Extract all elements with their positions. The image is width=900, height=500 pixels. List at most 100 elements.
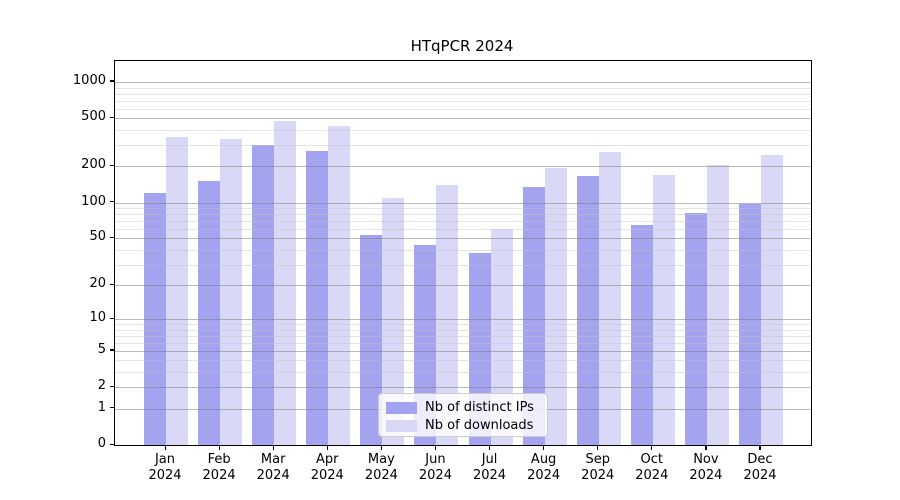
bar-distinct-ips-dec [738,204,761,445]
bar-distinct-ips-aug [522,186,545,445]
bar-downloads-jan [166,137,188,445]
bar-downloads-jun [436,185,459,445]
y-tick-label-2: 2 [97,378,106,394]
x-tick-mark-dec [759,445,761,450]
x-tick-label-jun: Jun 2024 [405,452,465,484]
legend-label-distinct-ips: Nb of distinct IPs [425,400,534,415]
y-tick-label-5: 5 [97,341,106,357]
x-tick-mark-may [380,445,383,450]
gridline-minor-90 [115,208,811,209]
y-tick-mark-2 [110,385,114,387]
bar-downloads-dec [760,154,783,445]
y-tick-label-500: 500 [81,109,106,125]
x-tick-year: 2024 [581,468,615,483]
gridline-minor-300 [115,145,811,147]
y-tick-mark-20 [110,283,114,285]
y-tick-label-10: 10 [89,310,106,325]
x-tick-mark-aug [543,445,545,450]
plot-inner [115,61,811,445]
bar-distinct-ips-oct [630,224,653,445]
gridline-minor-40 [115,249,811,251]
chart-title: HTqPCR 2024 [410,37,514,55]
gridline-minor-700 [115,100,811,102]
x-tick-label-may: May 2024 [351,452,411,484]
y-tick-label-20: 20 [89,276,106,292]
x-tick-label-mar: Mar 2024 [243,452,303,484]
bar-downloads-jul [490,229,513,445]
x-tick-year: 2024 [527,468,561,483]
gridline-minor-9 [115,324,811,325]
y-tick-label-1: 1 [97,399,106,415]
x-tick-mark-apr [326,445,328,450]
x-tick-label-jul: Jul 2024 [460,452,520,484]
gridline-minor-30 [115,264,811,266]
x-tick-label-feb: Feb 2024 [189,452,249,484]
x-tick-mark-jun [434,445,437,450]
legend-entry-distinct-ips: Nb of distinct IPs [386,400,534,415]
legend-entry-downloads: Nb of downloads [386,418,533,433]
bar-downloads-nov [706,165,729,445]
y-tick-mark-50 [110,236,114,239]
gridline-minor-900 [115,87,811,89]
x-tick-mark-jul [489,445,491,450]
bar-distinct-ips-mar [252,145,275,445]
gridline-5 [115,350,811,352]
bar-distinct-ips-sep [576,175,599,445]
x-tick-mark-feb [218,445,220,450]
plot-area [114,60,812,446]
gridline-minor-4 [115,360,811,362]
gridline-minor-600 [115,108,811,110]
y-tick-label-50: 50 [89,229,106,245]
legend: Nb of distinct IPs Nb of downloads [378,393,548,437]
x-tick-label-dec: Dec 2024 [730,452,790,484]
x-tick-label-jan: Jan 2024 [135,452,195,484]
x-tick-label-aug: Aug 2024 [514,452,574,484]
x-tick-year: 2024 [472,468,507,483]
y-tick-label-0: 0 [97,436,106,451]
x-tick-year: 2024 [689,468,723,483]
gridline-minor-3 [115,372,811,374]
x-tick-mark-jan [164,445,166,450]
y-tick-label-200: 200 [81,157,106,173]
x-tick-year: 2024 [364,468,398,483]
gridline-100 [115,202,811,204]
y-tick-mark-100 [110,201,114,203]
gridline-minor-80 [115,214,811,216]
gridline-minor-800 [115,93,811,95]
bar-downloads-aug [544,167,567,445]
x-tick-mark-sep [597,445,599,450]
y-tick-mark-1 [110,407,114,409]
gridline-1000 [115,82,811,83]
bar-downloads-oct [652,174,675,445]
legend-swatch-distinct-ips [386,401,417,414]
gridline-minor-8 [115,329,811,331]
legend-swatch-downloads [386,419,417,432]
y-tick-label-100: 100 [81,193,106,209]
x-tick-label-nov: Nov 2024 [676,452,736,484]
x-tick-mark-mar [272,445,274,450]
y-tick-label-1000: 1000 [72,72,106,88]
gridline-10 [115,319,811,320]
bar-downloads-mar [274,121,297,445]
bar-distinct-ips-nov [684,212,707,445]
y-tick-mark-0 [110,443,114,445]
x-tick-mark-nov [705,445,707,450]
bar-distinct-ips-apr [306,150,329,445]
gridline-50 [115,238,811,240]
gridline-500 [115,118,811,120]
x-tick-label-apr: Apr 2024 [297,452,357,484]
y-tick-mark-200 [110,164,114,167]
y-tick-mark-10 [110,317,114,319]
bar-distinct-ips-may [360,235,383,445]
gridline-minor-70 [115,221,811,222]
gridline-2 [115,387,811,389]
x-tick-year: 2024 [743,468,777,483]
x-tick-label-oct: Oct 2024 [622,452,682,484]
y-tick-mark-1000 [110,80,114,82]
x-tick-year: 2024 [635,468,669,483]
gridline-200 [115,166,811,168]
bar-downloads-feb [220,138,243,445]
x-tick-year: 2024 [310,468,344,483]
x-tick-year: 2024 [202,468,236,483]
